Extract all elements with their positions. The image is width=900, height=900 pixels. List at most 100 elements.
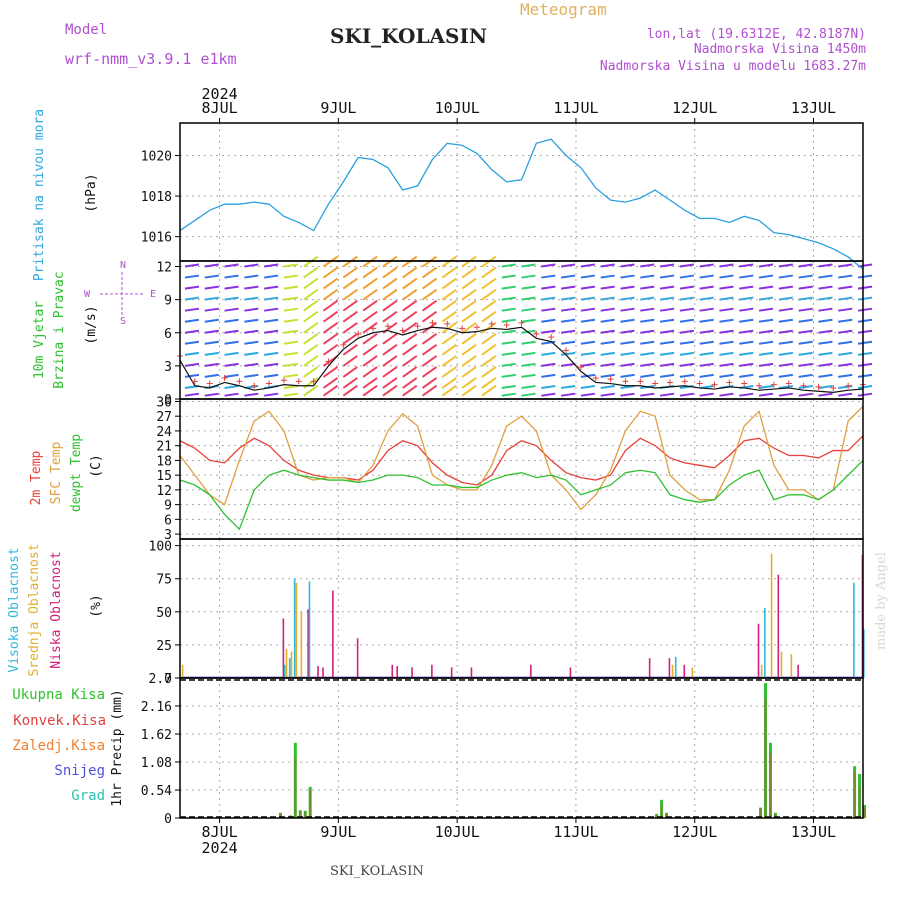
wind-barb — [541, 384, 556, 389]
wind-barb — [758, 263, 774, 268]
wind-barb — [798, 318, 813, 323]
wind-barb — [184, 329, 200, 334]
wind-barb — [560, 392, 576, 397]
wind-barb — [501, 392, 516, 397]
mid-cloud-bar — [691, 667, 694, 678]
wind-barb — [580, 384, 596, 389]
wind-barb — [758, 318, 774, 323]
low-cloud-bar — [396, 666, 399, 678]
wind-barb — [441, 266, 457, 279]
wind-barb — [620, 329, 635, 334]
wind-barb — [342, 310, 358, 323]
wind-barb — [263, 296, 279, 301]
wind-barb — [501, 384, 516, 389]
low-cloud-bar — [777, 574, 780, 678]
wind-barb — [679, 351, 695, 356]
wind-barb — [362, 277, 378, 290]
wind-barb — [382, 310, 398, 323]
wind-barb — [481, 299, 497, 312]
wind-barb — [600, 392, 615, 397]
wind-barb — [818, 285, 833, 290]
wind-barb — [184, 392, 200, 397]
wind-barb — [739, 329, 754, 334]
wind-gust-marker — [548, 334, 555, 341]
wind-gust-marker — [741, 380, 748, 387]
wind-barb — [303, 277, 319, 290]
wind-barb — [719, 340, 734, 345]
sfctemp-axis-title: SFC Temp — [49, 442, 64, 505]
wind-barb — [818, 307, 833, 312]
wind-gust-marker — [488, 320, 495, 327]
wind-barb — [560, 263, 576, 268]
wind-barb — [263, 307, 279, 312]
wind-barb — [659, 329, 675, 334]
wind-gust-marker — [592, 375, 599, 382]
y-tick-label: 25 — [156, 639, 172, 654]
lonlat-label: lon,lat (19.6312E, 42.8187N) — [647, 27, 866, 42]
wind-barb — [560, 318, 576, 323]
wind-barb — [857, 318, 873, 323]
wind-barb — [263, 392, 279, 397]
wind-barb — [541, 274, 556, 279]
wind-barb — [758, 384, 774, 389]
wind-barb — [441, 366, 457, 378]
wind-barb — [560, 307, 576, 312]
conv-precip-bar — [858, 786, 861, 818]
pressure-axis-title: Pritisak na nivou mora — [32, 109, 47, 281]
wind-barb — [501, 285, 516, 290]
wind-barb — [600, 340, 615, 345]
wind-barb — [857, 384, 873, 389]
wind-barb — [620, 263, 635, 268]
wind-barb — [699, 274, 714, 279]
high-cloud-bar — [853, 582, 855, 678]
wind-barb — [362, 332, 378, 345]
wind-gust-marker — [711, 381, 718, 388]
y-tick-label: 2.7 — [149, 672, 172, 687]
wind-barb — [322, 321, 339, 334]
wind-barb — [580, 263, 596, 268]
wind-barb — [719, 351, 734, 356]
mid-cloud-bar — [770, 553, 773, 678]
wind-barb — [857, 392, 873, 397]
mid-cloud-bar — [285, 648, 288, 678]
wind-barb — [402, 321, 418, 334]
wind-barb — [263, 373, 279, 378]
day-label-top: 12JUL — [672, 99, 717, 117]
wind-barb — [184, 285, 200, 290]
wind-barb — [501, 362, 516, 367]
wind-barb — [719, 296, 734, 301]
wind-barb — [679, 329, 695, 334]
wind-barb — [758, 351, 774, 356]
year-label-top: 2024 — [202, 85, 238, 103]
y-tick-label: 2.16 — [141, 700, 172, 715]
wind-barb — [719, 373, 734, 378]
watermark: made by Angel — [874, 552, 889, 650]
wind-barb — [402, 366, 418, 378]
panel-frame — [179, 122, 864, 262]
wind-barb — [580, 340, 596, 345]
temp-unit: (C) — [89, 454, 104, 477]
wind-barb — [481, 310, 497, 323]
panel-frame — [179, 398, 864, 540]
wind-barb — [600, 329, 615, 334]
wind-barb — [679, 392, 695, 397]
wind-barb — [421, 366, 438, 378]
wind-barb — [758, 373, 774, 378]
wind-barb — [778, 392, 794, 397]
wind-barb — [521, 263, 536, 268]
wind-barb — [659, 263, 675, 268]
wind-barb — [421, 344, 438, 356]
wind-gust-marker — [533, 330, 540, 337]
wind-barb — [719, 307, 734, 312]
wind-barb — [739, 318, 754, 323]
wind-barb — [224, 351, 239, 356]
y-tick-label: 6 — [164, 513, 172, 528]
wind-barb — [283, 318, 299, 323]
wind-barb — [600, 263, 615, 268]
wind-barb — [362, 266, 378, 279]
y-tick-label: 0.54 — [141, 784, 172, 799]
wind-barb — [838, 318, 853, 323]
low-cloud-bar — [411, 667, 413, 678]
high-cloud-bar — [288, 658, 291, 678]
y-tick-label: 3 — [164, 528, 172, 543]
